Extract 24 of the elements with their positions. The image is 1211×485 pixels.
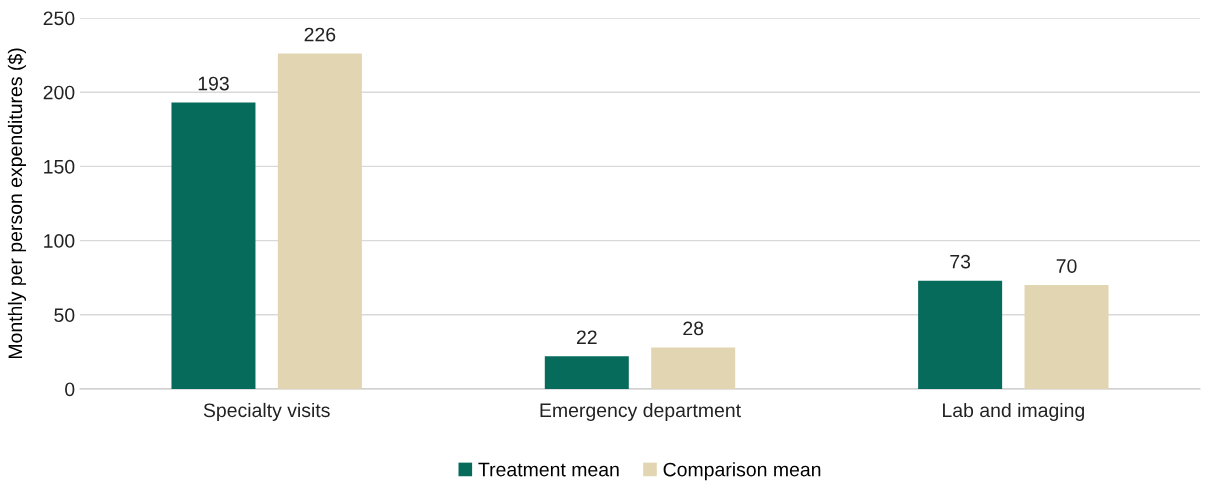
x-tick-label: Specialty visits (203, 402, 330, 422)
data-label: 70 (1056, 259, 1077, 273)
bar (171, 102, 256, 389)
data-label: 28 (683, 321, 704, 336)
y-tick-label: 0 (65, 382, 75, 397)
y-tick-label: 200 (43, 85, 75, 100)
bar (544, 356, 629, 389)
data-label: 73 (950, 254, 971, 269)
bar (651, 347, 736, 389)
data-label: 193 (198, 76, 229, 91)
legend-label: Comparison mean (663, 462, 821, 481)
x-tick-label: Emergency department (540, 402, 741, 422)
bar (277, 53, 362, 389)
data-label: 226 (304, 27, 336, 42)
y-tick-label: 50 (54, 308, 75, 323)
legend-label: Treatment mean (478, 462, 619, 477)
x-tick-label: Lab and imaging (943, 402, 1084, 422)
y-tick-label: 100 (44, 234, 75, 248)
y-tick-label: 250 (43, 11, 75, 26)
bar (1024, 285, 1109, 389)
y-tick-label: 150 (44, 159, 75, 174)
y-axis-title: Monthly per person expenditures ($) (7, 48, 27, 359)
data-label: 22 (576, 330, 597, 344)
bar (918, 280, 1003, 389)
